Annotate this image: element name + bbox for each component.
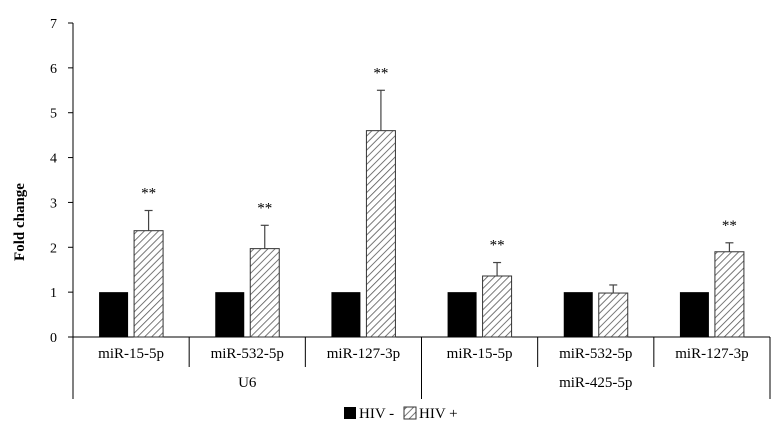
significance-marker: ** xyxy=(257,200,272,216)
bar-hiv-positive xyxy=(482,275,513,338)
category-labels: U6 miR-425-5p miR-15-5p miR-532-5p miR-127-3… xyxy=(98,346,748,391)
bar-hiv-positive xyxy=(365,130,396,338)
significance-marker: ** xyxy=(490,238,505,254)
legend-swatch-hiv-negative xyxy=(344,407,356,419)
y-tick-label: 0 xyxy=(50,331,57,346)
bar-hiv-negative xyxy=(679,292,709,337)
bar-hiv-positive xyxy=(133,230,164,338)
category-label: miR-532-5p xyxy=(559,346,632,362)
group-label: miR-425-5p xyxy=(559,375,632,391)
bar-hiv-negative xyxy=(447,292,477,337)
legend: HIV - HIV + xyxy=(344,406,458,422)
bars: ** ** ** ** ** xyxy=(99,65,745,338)
y-tick-label: 3 xyxy=(50,196,57,211)
legend-label-hiv-negative: HIV - xyxy=(359,406,394,422)
y-tick-label: 1 xyxy=(50,286,57,301)
legend-label-hiv-positive: HIV + xyxy=(419,406,458,422)
group-label: U6 xyxy=(238,375,257,391)
category-label: miR-15-5p xyxy=(98,346,164,362)
bar-hiv-negative xyxy=(99,292,129,337)
bar-hiv-positive xyxy=(249,248,280,338)
y-tick-label: 7 xyxy=(50,17,57,32)
y-axis-title: Fold change xyxy=(12,183,28,261)
legend-swatch-hiv-positive xyxy=(403,406,417,420)
y-tick-label: 2 xyxy=(50,241,57,256)
category-label: miR-127-3p xyxy=(675,346,748,362)
bar-hiv-positive xyxy=(714,251,745,338)
y-tick-label: 6 xyxy=(50,62,57,77)
y-tick-label: 5 xyxy=(50,107,57,122)
bar-hiv-negative xyxy=(331,292,361,337)
significance-marker: ** xyxy=(373,65,388,81)
category-label: miR-127-3p xyxy=(327,346,400,362)
bar-hiv-negative xyxy=(215,292,245,337)
bar-hiv-negative xyxy=(563,292,593,337)
category-label: miR-532-5p xyxy=(211,346,284,362)
axes: 0 1 2 3 4 5 6 7 xyxy=(50,17,771,399)
y-tick-label: 4 xyxy=(50,152,57,167)
significance-marker: ** xyxy=(141,186,156,202)
significance-marker: ** xyxy=(722,218,737,234)
bar-hiv-positive xyxy=(598,292,629,338)
category-label: miR-15-5p xyxy=(447,346,513,362)
